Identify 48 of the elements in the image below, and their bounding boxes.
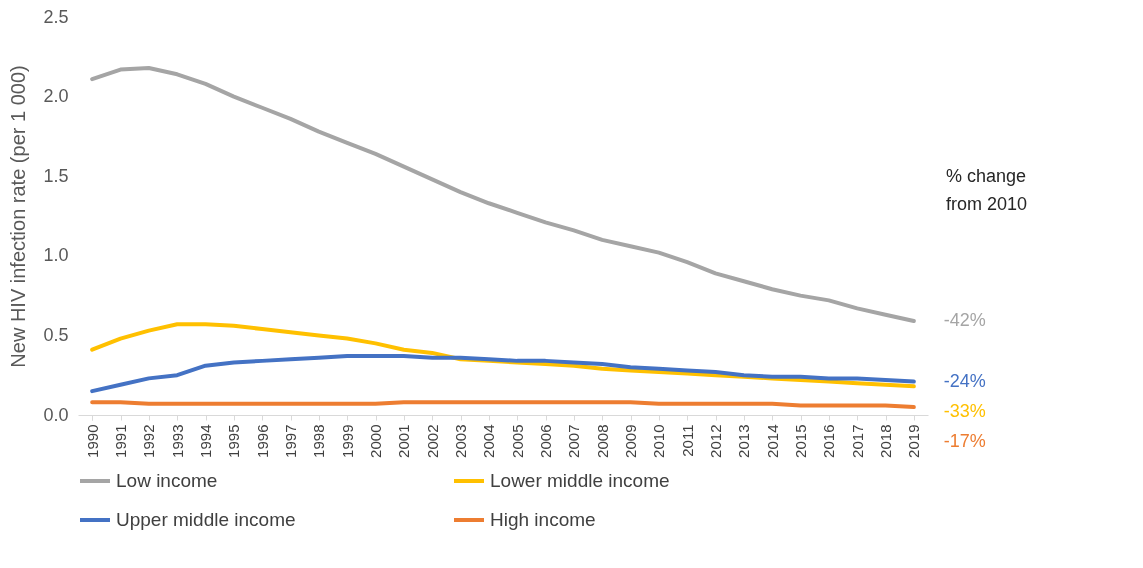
x-tick-label: 2000 (367, 424, 384, 458)
y-tick-label: 2.5 (43, 6, 69, 27)
legend-label: Upper middle income (116, 509, 296, 530)
x-tick-label: 1996 (253, 424, 271, 458)
x-tick-label: 2010 (650, 424, 668, 458)
y-tick-label: 0.0 (43, 404, 69, 425)
x-tick-label: 2008 (593, 424, 611, 458)
x-tick-label: 2012 (707, 424, 724, 458)
x-tick-label: 1995 (225, 424, 243, 458)
x-tick-label: 1990 (83, 424, 101, 458)
x-tick-label: 2009 (622, 424, 639, 458)
x-tick-label: 2011 (678, 424, 696, 457)
legend-label: Low income (116, 470, 218, 491)
x-tick-label: 2013 (735, 424, 753, 458)
x-tick-label: 2014 (763, 424, 781, 458)
x-tick-label: 2005 (508, 424, 526, 458)
y-tick-label: 2.0 (43, 86, 69, 107)
line-series (90, 354, 916, 394)
x-tick-label: 1997 (282, 424, 299, 458)
annotation: -24% (943, 370, 986, 391)
annotation: -17% (943, 430, 986, 451)
annotation: -33% (943, 400, 986, 421)
x-tick-label: 2003 (452, 424, 469, 458)
x-tick-label: 1998 (310, 424, 328, 458)
x-tick-label: 2015 (792, 424, 809, 458)
x-tick-label: 2007 (565, 424, 583, 458)
annotation: -42% (943, 310, 986, 331)
x-tick-label: 2016 (820, 424, 838, 458)
legend-label: Lower middle income (490, 470, 670, 491)
y-tick-label: 1.0 (43, 245, 69, 266)
x-tick-label: 1992 (140, 424, 158, 458)
y-tick-label: 1.5 (43, 165, 69, 186)
x-tick-label: 2001 (395, 424, 413, 458)
x-tick-label: 1999 (338, 424, 356, 458)
x-tick-label: 2002 (423, 424, 441, 458)
x-tick-label: 1991 (112, 424, 129, 458)
x-tick-label: 1994 (197, 424, 214, 458)
x-tick-label: 2006 (537, 424, 554, 458)
y-axis-title: New HIV infection rate (per 1 000) (7, 65, 30, 368)
legend-label: High income (490, 509, 596, 530)
y-tick-label: 0.5 (43, 324, 69, 345)
text: % change from 2010 (946, 166, 1028, 215)
x-tick-label: 2018 (877, 424, 894, 458)
x-tick-label: 2019 (905, 424, 923, 458)
x-tick-label: 2017 (848, 424, 866, 458)
line-series (90, 65, 916, 324)
x-tick-label: 1993 (168, 424, 186, 458)
x-tick-label: 2004 (480, 424, 498, 458)
